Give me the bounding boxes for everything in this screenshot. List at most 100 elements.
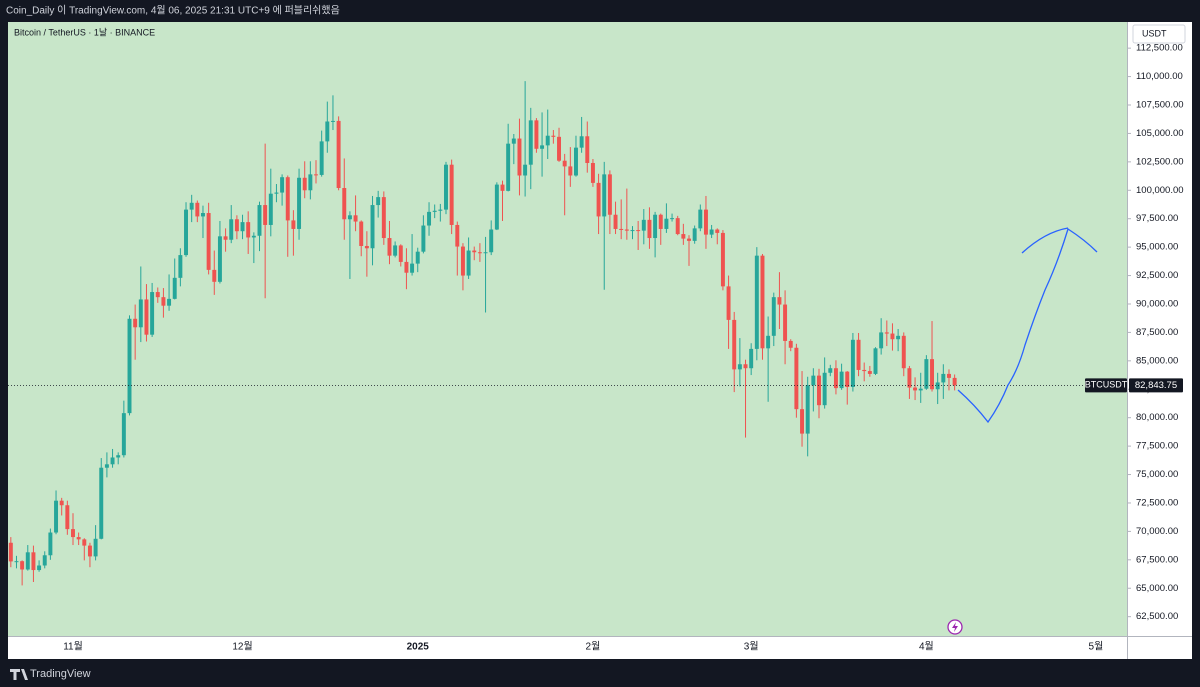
candle-body xyxy=(709,229,714,235)
candle-body xyxy=(777,297,782,305)
candle-body xyxy=(862,369,867,372)
x-tick-label: 4월 xyxy=(919,641,934,653)
candle-body xyxy=(551,135,556,137)
candle-body xyxy=(873,348,878,374)
candle-body xyxy=(438,209,443,211)
candle-body xyxy=(720,232,725,287)
y-tick-label: 72,500.00 xyxy=(1136,497,1178,508)
candle-body xyxy=(302,177,307,191)
x-tick-label: 11월 xyxy=(63,641,83,653)
candle-body xyxy=(573,147,578,176)
candle-body xyxy=(907,368,912,388)
candle-body xyxy=(568,166,573,176)
candle-body xyxy=(833,368,838,389)
candle-body xyxy=(641,219,646,231)
candle-body xyxy=(274,192,279,194)
candle-body xyxy=(370,205,375,249)
candle-body xyxy=(845,371,850,387)
price-tag xyxy=(1129,378,1183,393)
candle-body xyxy=(715,229,720,233)
candle-body xyxy=(336,120,341,189)
candle-body xyxy=(93,538,98,557)
x-tick-label: 12월 xyxy=(232,641,252,653)
candle-body xyxy=(698,209,703,229)
candle-body xyxy=(754,255,759,349)
y-tick-label: 110,000.00 xyxy=(1136,71,1183,82)
candle-body xyxy=(398,245,403,262)
x-tick-label: 2025 xyxy=(407,642,430,653)
candle-body xyxy=(427,211,432,226)
y-tick-label: 87,500.00 xyxy=(1136,327,1178,338)
candle-body xyxy=(285,177,290,221)
y-tick-label: 90,000.00 xyxy=(1136,299,1178,310)
candle-body xyxy=(104,464,109,468)
candle-body xyxy=(54,500,59,533)
candle-body xyxy=(110,457,115,465)
candle-body xyxy=(743,364,748,369)
candle-body xyxy=(737,364,742,370)
candle-body xyxy=(223,236,228,240)
symbol-tag xyxy=(1085,378,1127,393)
candle-body xyxy=(59,500,64,506)
candle-body xyxy=(788,340,793,348)
candle-body xyxy=(624,229,629,231)
y-tick-label: 77,500.00 xyxy=(1136,441,1178,452)
candle-body xyxy=(449,164,454,225)
candle-body xyxy=(444,164,448,210)
candle-body xyxy=(607,174,612,215)
candle-body xyxy=(268,193,273,225)
candle-body xyxy=(127,318,132,414)
candle-body xyxy=(783,304,788,341)
candle-body xyxy=(472,250,477,253)
candle-body xyxy=(415,251,420,264)
candle-body xyxy=(410,263,415,273)
candle-body xyxy=(585,136,590,163)
candle-body xyxy=(251,235,256,238)
candle-body xyxy=(42,555,47,566)
candle-body xyxy=(325,121,330,142)
candle-body xyxy=(664,218,669,229)
candle-body xyxy=(116,455,121,458)
candle-body xyxy=(353,215,358,222)
x-tick-label: 5월 xyxy=(1089,641,1104,653)
candle-body xyxy=(76,537,81,540)
candle-body xyxy=(257,205,262,236)
candle-body xyxy=(155,292,160,298)
candle-body xyxy=(596,182,601,217)
candle-body xyxy=(14,561,19,563)
candle-body xyxy=(31,552,36,571)
candle-body xyxy=(65,505,70,530)
candle-body xyxy=(811,375,816,386)
candle-body xyxy=(121,413,126,456)
candle-body xyxy=(387,238,392,256)
x-tick-label: 2월 xyxy=(586,641,601,653)
candle-body xyxy=(884,332,889,334)
candle-body xyxy=(890,333,895,340)
candle-body xyxy=(636,230,641,232)
candle-body xyxy=(901,335,906,369)
candle-body xyxy=(138,299,143,328)
candle-body xyxy=(48,532,53,556)
candle-body xyxy=(913,387,918,391)
candle-body xyxy=(500,184,505,191)
candle-body xyxy=(200,213,205,217)
drawing-path[interactable] xyxy=(957,227,1098,424)
y-tick-label: 75,000.00 xyxy=(1136,469,1178,480)
candle-body xyxy=(150,292,155,335)
candle-body xyxy=(528,120,533,165)
candle-body xyxy=(647,219,652,239)
candle-body xyxy=(460,246,465,276)
candle-body xyxy=(99,467,104,539)
symbol-tag-label: BTCUSDT xyxy=(1085,380,1128,390)
y-tick-label: 100,000.00 xyxy=(1136,185,1184,196)
currency-box[interactable] xyxy=(1132,24,1186,44)
candle-body xyxy=(670,218,675,220)
candle-body xyxy=(602,174,607,217)
candle-body xyxy=(941,373,946,383)
candle-body xyxy=(517,138,522,176)
candle-body xyxy=(703,209,708,235)
lightning xyxy=(952,622,958,632)
candle-body xyxy=(25,552,30,570)
drawing-arc[interactable] xyxy=(1021,227,1069,254)
candle-body xyxy=(133,318,138,328)
